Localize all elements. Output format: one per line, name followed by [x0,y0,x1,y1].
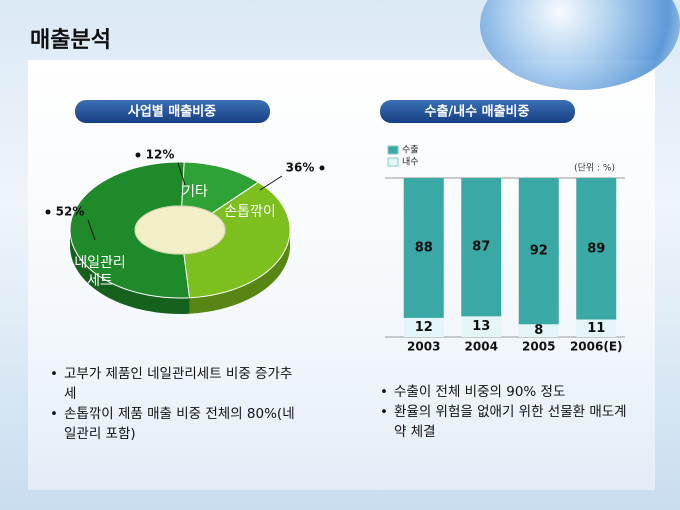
data-label: 12% [146,148,175,162]
slice-label-line: 세트 [87,273,113,289]
data-label: 12 [415,320,433,335]
bar-segment [461,316,502,337]
chart-title: 사업별 매출비중 [128,104,216,120]
bullets-right: 수출이 전체 비중의 90% 정도 환율의 위험을 없애기 위한 선물환 매도계… [380,382,630,442]
data-label: 36% [286,161,315,175]
bullet: 손톱깎이 제품 매출 비중 전체의 80%(네일관리 포함) [50,404,300,444]
leader-line [177,162,186,186]
chart-title: 수출/내수 매출비중 [425,104,530,120]
bar-segment [518,178,559,325]
bullets-left: 고부가 제품인 네일관리세트 비중 증가추세 손톱깎이 제품 매출 비중 전체의… [50,364,300,444]
data-label: 8 [534,323,543,338]
pill [75,100,270,123]
x-tick-label: 2004 [465,340,498,354]
leader-dot [135,152,141,158]
bar-segment [461,178,502,317]
bullet: 수출이 전체 비중의 90% 정도 [380,382,630,402]
data-label: 88 [415,240,433,255]
data-label: 11 [587,321,605,336]
pill [380,100,575,123]
bullet: 환율의 위험을 없애기 위한 선물환 매도계약 체결 [380,402,630,442]
slide-title: 매출분석 [30,28,111,53]
data-label: 52% [56,205,85,219]
legend-label: 수출 [402,145,419,156]
bar-segment [576,178,617,320]
slice-label: 손톱깎이 [224,204,276,220]
data-label: 89 [587,241,605,256]
x-tick-label: 2005 [522,340,555,354]
data-label: 87 [472,240,490,255]
bar-segment [403,178,444,318]
hole [134,205,226,255]
unit-label: (단위 : %) [574,163,615,174]
legend-swatch [387,145,399,155]
slice-label: 기타 [182,184,208,200]
legend-label: 내수 [402,157,419,168]
x-tick-label: 2006(E) [570,340,623,354]
leader-dot [319,165,325,171]
bar-segment [576,319,617,337]
bar-segment [518,324,559,337]
bullet: 고부가 제품인 네일관리세트 비중 증가추세 [50,364,300,404]
bar-segment [403,317,444,337]
leader-line [87,219,96,241]
leader-line [259,175,283,191]
slice-label-line: 네일관리 [74,255,126,271]
data-label: 13 [472,319,490,334]
x-tick-label: 2003 [407,340,440,354]
data-label: 92 [530,244,548,259]
legend-swatch [387,157,399,167]
leader-dot [45,209,51,215]
